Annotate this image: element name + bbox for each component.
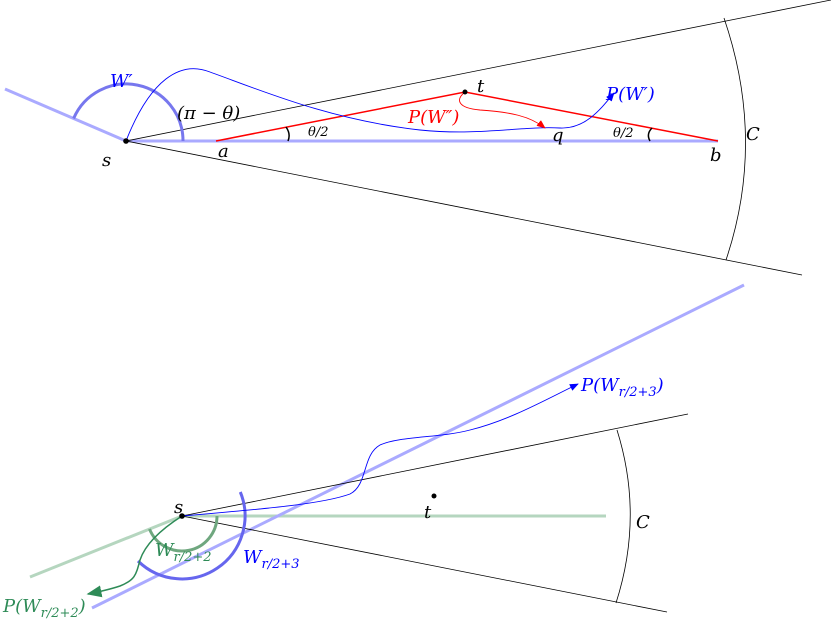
- bottom-figure: s t C P(Wr/2+3) Wr/2+3 Wr/2+2 P(Wr/2+2): [2, 283, 745, 621]
- green-left-ray: [29, 514, 183, 579]
- label-P-W-double-prime: P(W″): [407, 107, 459, 128]
- label-W-r2-2: Wr/2+2: [155, 540, 212, 565]
- label-P-W-r2-3: P(Wr/2+3): [580, 375, 664, 400]
- point-s: [123, 138, 129, 144]
- label-t: t: [477, 76, 485, 97]
- blue-line: [91, 283, 745, 610]
- top-figure: W′ (π − θ) s a t q b C θ/2 θ/2 P(W″) P(W…: [4, 0, 831, 276]
- label-P-W-r2-2: P(Wr/2+2): [2, 596, 86, 621]
- label-pi-minus-theta: (π − θ): [177, 103, 240, 124]
- angle-mark-left: [285, 126, 290, 142]
- label-W-prime: W′: [110, 71, 133, 92]
- arc-W-prime: [72, 82, 185, 142]
- arc-C: [723, 17, 746, 261]
- path-P-W-r2-2: [86, 515, 183, 598]
- arc-W-r2-3: [136, 491, 247, 581]
- label-C: C: [636, 512, 650, 533]
- point-s: [179, 513, 185, 519]
- cone-lower-edge: [125, 140, 803, 276]
- arc-W-r2-2: [148, 515, 219, 553]
- path-P-W-double-prime: [459, 91, 546, 129]
- label-s: s: [102, 150, 111, 171]
- label-q: q: [552, 125, 564, 146]
- label-W-r2-3: Wr/2+3: [243, 547, 300, 572]
- cone-upper-edge: [181, 413, 689, 517]
- label-theta-half-left: θ/2: [308, 125, 328, 140]
- cone-upper-edge: [125, 0, 831, 142]
- label-b: b: [710, 145, 722, 166]
- label-t: t: [424, 502, 432, 523]
- label-a: a: [218, 141, 229, 162]
- arc-C: [615, 429, 631, 604]
- label-theta-half-right: θ/2: [613, 126, 633, 141]
- point-t: [431, 493, 437, 499]
- label-P-W-prime: P(W′): [605, 84, 655, 105]
- wedge-left-ray: [4, 87, 127, 143]
- label-s: s: [174, 497, 183, 518]
- label-C: C: [746, 124, 760, 145]
- cone-lower-edge: [181, 515, 668, 613]
- path-P-W-r2-3: [181, 383, 579, 517]
- path-P-W-prime: [125, 68, 615, 142]
- angle-mark-right: [647, 127, 653, 142]
- point-t: [462, 89, 468, 95]
